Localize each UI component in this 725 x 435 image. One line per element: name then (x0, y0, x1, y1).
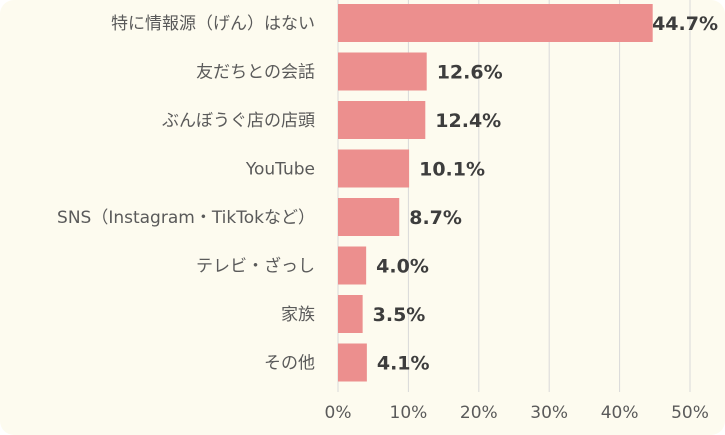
bar (338, 198, 400, 236)
x-tick-label: 50% (671, 403, 709, 423)
data-label: 12.6% (437, 62, 503, 84)
bars (338, 4, 653, 382)
x-tick-label: 0% (325, 403, 352, 423)
category-label: 特に情報源（げん）はない (111, 14, 315, 34)
data-label: 4.1% (377, 353, 430, 375)
bar (338, 101, 426, 139)
data-label: 3.5% (373, 304, 426, 326)
x-tick-label: 30% (530, 403, 568, 423)
category-label: その他 (264, 354, 315, 374)
category-label: 友だちとの会話 (196, 63, 315, 83)
data-labels: 44.7% 12.6% 12.4% 10.1% 8.7% 4.0% 3.5% 4.1% (373, 13, 718, 375)
data-label: 8.7% (409, 207, 462, 229)
category-label: ぶんぼうぐ店の店頭 (162, 111, 315, 131)
category-label: SNS（Instagram・TikTokなど） (57, 208, 315, 228)
bar (338, 52, 427, 91)
x-tick-label: 10% (390, 403, 428, 423)
data-label: 4.0% (376, 256, 429, 278)
data-label: 44.7% (652, 13, 718, 35)
bar (338, 4, 653, 42)
data-label: 10.1% (419, 159, 485, 181)
x-tick-label: 20% (460, 403, 498, 423)
x-axis-ticks: 0% 10% 20% 30% 40% 50% (325, 403, 709, 423)
x-tick-label: 40% (601, 403, 639, 423)
bar (338, 343, 367, 382)
bar (338, 149, 410, 188)
category-label: 家族 (281, 305, 315, 325)
bar (338, 246, 367, 285)
data-label: 12.4% (435, 110, 501, 132)
bar (338, 295, 363, 333)
category-label: YouTube (245, 160, 315, 180)
category-label: テレビ・ざっし (196, 256, 315, 277)
